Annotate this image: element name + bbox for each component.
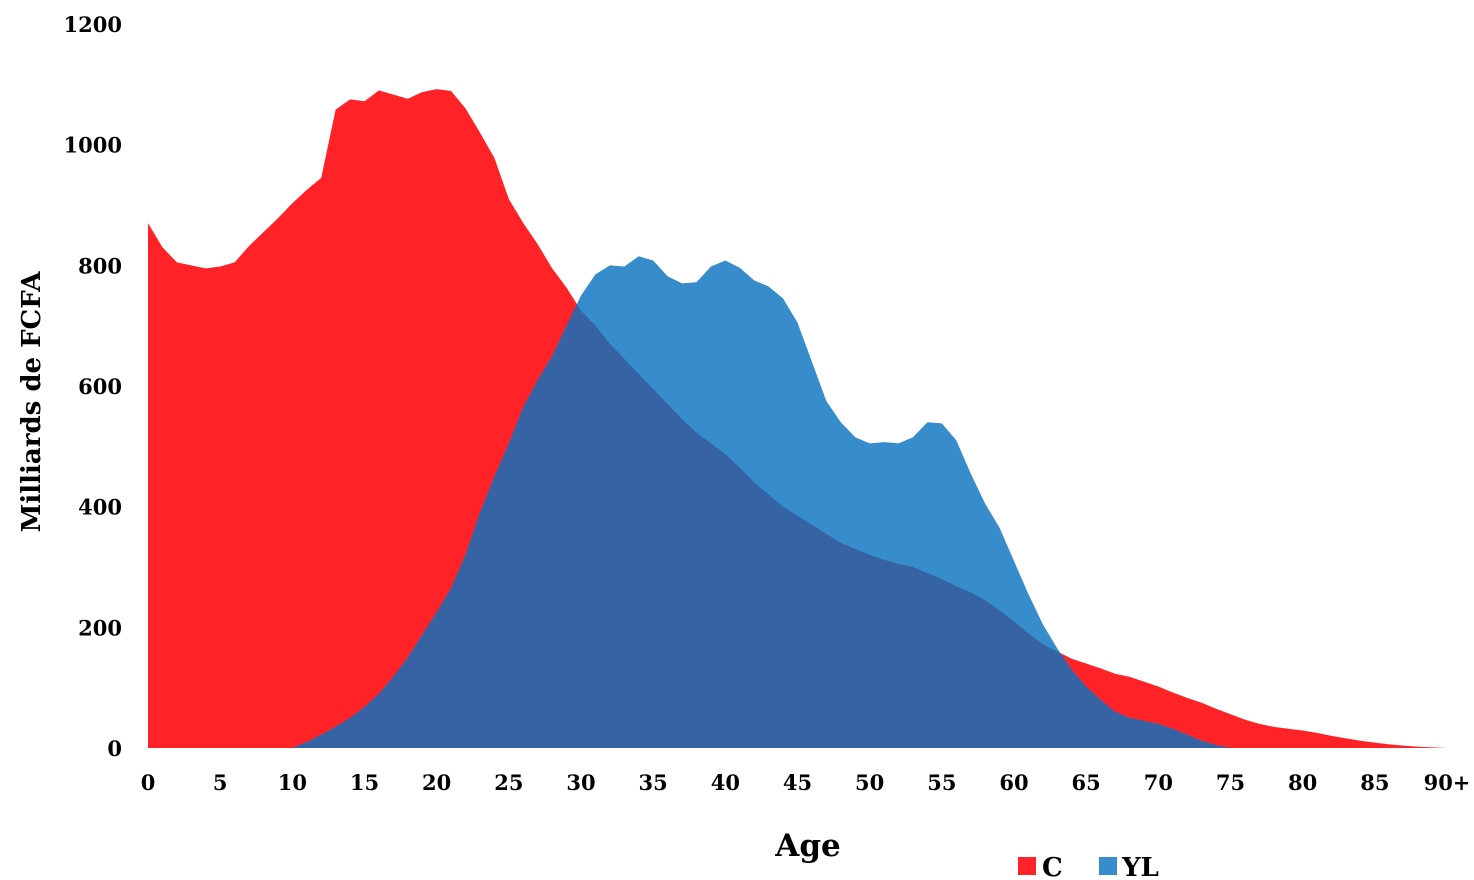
x-tick-label: 40 xyxy=(711,770,740,795)
x-tick-label: 90+ xyxy=(1424,770,1471,795)
legend-swatch-yl xyxy=(1099,857,1117,875)
x-tick-label: 80 xyxy=(1288,770,1317,795)
x-tick-label: 45 xyxy=(783,770,812,795)
x-tick-label: 70 xyxy=(1144,770,1173,795)
x-tick-label: 30 xyxy=(566,770,595,795)
x-tick-label: 50 xyxy=(855,770,884,795)
legend-swatch-c xyxy=(1018,857,1036,875)
y-tick-label: 1200 xyxy=(64,12,122,37)
x-tick-label: 25 xyxy=(494,770,523,795)
y-axis-title: Milliards de FCFA xyxy=(17,271,47,533)
x-tick-label: 10 xyxy=(278,770,307,795)
legend: C YL xyxy=(1018,853,1159,880)
x-tick-label: 35 xyxy=(639,770,668,795)
x-tick-label: 5 xyxy=(213,770,228,795)
legend-label-c: C xyxy=(1042,853,1063,880)
y-tick-label: 800 xyxy=(78,253,122,278)
x-tick-label: 75 xyxy=(1216,770,1245,795)
plot-areas xyxy=(148,89,1447,748)
x-tick-label: 20 xyxy=(422,770,451,795)
x-axis-title: Age xyxy=(774,828,840,864)
y-tick-label: 200 xyxy=(78,615,122,640)
legend-label-yl: YL xyxy=(1121,853,1159,880)
y-tick-label: 400 xyxy=(78,495,122,520)
y-tick-label: 0 xyxy=(107,736,122,761)
x-tick-label: 15 xyxy=(350,770,379,795)
y-axis-ticks: 0 200 400 600 800 1000 1200 xyxy=(64,12,122,761)
x-tick-label: 0 xyxy=(141,770,156,795)
y-tick-label: 1000 xyxy=(64,133,122,158)
x-tick-label: 55 xyxy=(927,770,956,795)
x-tick-label: 85 xyxy=(1360,770,1389,795)
x-axis-ticks: 0 5 10 15 20 25 30 35 40 45 50 55 60 65 70 75 80 85 90+ xyxy=(141,770,1471,795)
x-tick-label: 65 xyxy=(1072,770,1101,795)
x-tick-label: 60 xyxy=(999,770,1028,795)
y-tick-label: 600 xyxy=(78,374,122,399)
